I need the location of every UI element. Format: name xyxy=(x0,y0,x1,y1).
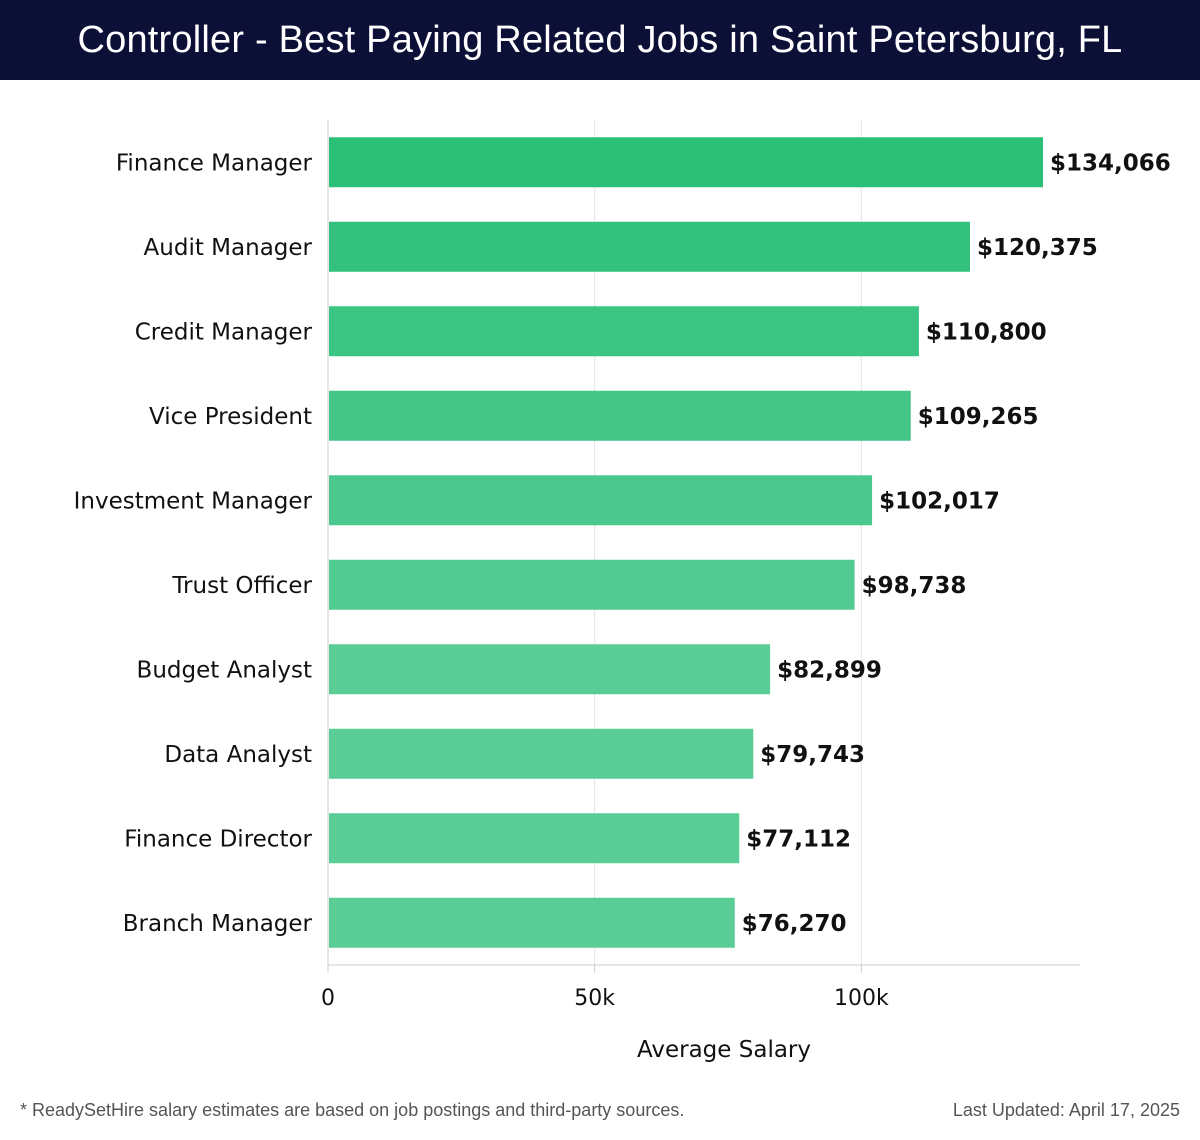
bar xyxy=(329,390,911,441)
value-label: $110,800 xyxy=(926,319,1047,345)
x-tick-label: 100k xyxy=(834,986,889,1011)
bar xyxy=(329,728,754,779)
bar xyxy=(329,475,873,526)
footnote: * ReadySetHire salary estimates are base… xyxy=(20,1100,685,1120)
category-label: Investment Manager xyxy=(74,488,313,514)
x-tick-label: 50k xyxy=(574,986,615,1011)
category-label: Branch Manager xyxy=(123,911,313,937)
category-label: Vice President xyxy=(149,404,312,430)
bar xyxy=(329,644,771,695)
category-label: Credit Manager xyxy=(135,319,313,345)
value-label: $98,738 xyxy=(862,573,967,599)
bar xyxy=(329,813,740,864)
category-label: Data Analyst xyxy=(164,742,312,768)
bar xyxy=(329,559,855,610)
last-updated: Last Updated: April 17, 2025 xyxy=(952,1100,1180,1120)
value-label: $77,112 xyxy=(746,826,851,852)
value-label: $134,066 xyxy=(1050,150,1171,176)
bar xyxy=(329,306,919,357)
value-label: $79,743 xyxy=(760,742,865,768)
chart-area: 0 50k 100k Average Salary Finance Manager $13… xyxy=(0,80,1200,1080)
value-label: $109,265 xyxy=(918,404,1039,430)
x-axis-label: Average Salary xyxy=(637,1037,811,1063)
chart-header: Controller - Best Paying Related Jobs in… xyxy=(0,0,1200,80)
salary-bar-chart: 0 50k 100k Average Salary Finance Manager $13… xyxy=(74,120,1171,1063)
category-label: Trust Officer xyxy=(171,573,312,599)
x-tick-label: 0 xyxy=(321,986,335,1011)
category-label: Audit Manager xyxy=(144,235,313,261)
page-title: Controller - Best Paying Related Jobs in… xyxy=(77,18,1123,61)
category-label: Finance Manager xyxy=(116,150,313,176)
value-label: $120,375 xyxy=(977,235,1098,261)
category-label: Finance Director xyxy=(124,826,312,852)
category-label: Budget Analyst xyxy=(137,657,312,683)
bar xyxy=(329,221,970,272)
value-label: $102,017 xyxy=(879,488,1000,514)
bar xyxy=(329,897,735,948)
bar xyxy=(329,137,1044,188)
value-label: $82,899 xyxy=(777,657,882,683)
value-label: $76,270 xyxy=(742,911,847,937)
